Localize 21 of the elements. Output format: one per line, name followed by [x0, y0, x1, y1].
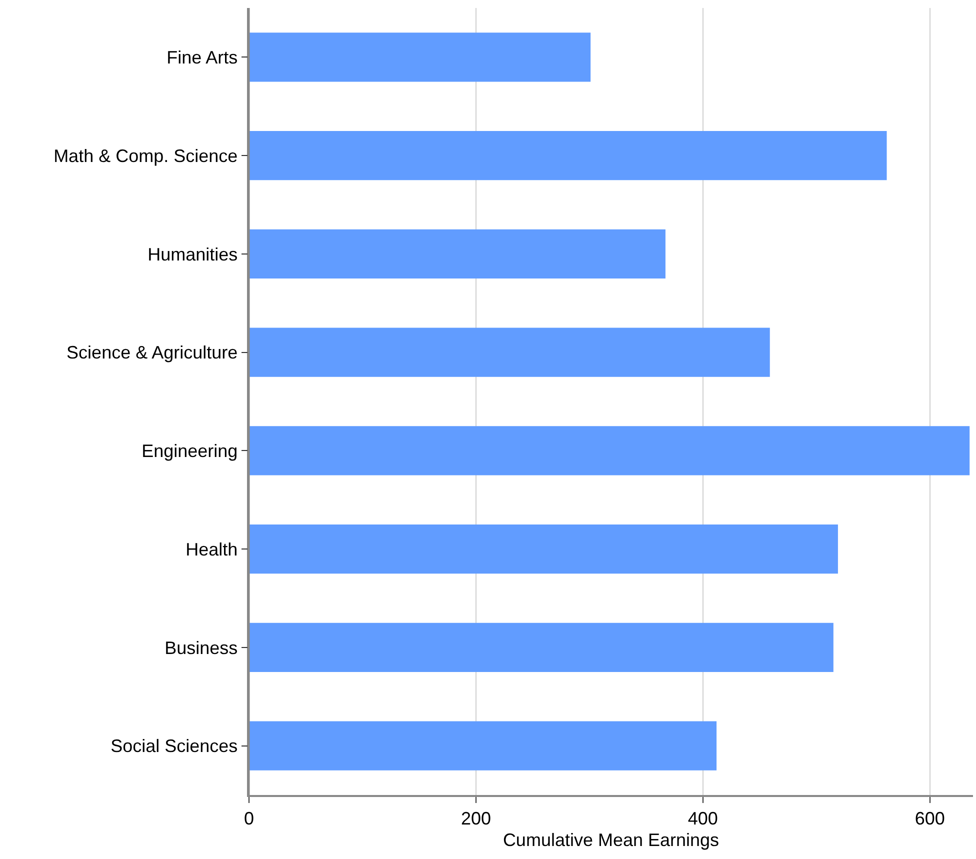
x-tick-label: 400	[688, 808, 718, 828]
y-tick-label: Health	[186, 539, 238, 560]
x-tick-label: 200	[460, 808, 491, 828]
bar	[249, 130, 887, 180]
y-tick-label: Business	[164, 638, 238, 658]
bar	[249, 622, 834, 672]
y-tick-label: Math & Comp. Science	[54, 146, 238, 166]
bar	[249, 229, 666, 279]
bar	[249, 328, 770, 377]
y-tick-label: Fine Arts	[166, 47, 238, 68]
bar	[249, 721, 717, 770]
y-tick-label: Science & Agriculture	[66, 342, 238, 363]
x-tick-label: 0	[244, 808, 254, 828]
y-tick-label: Engineering	[142, 440, 238, 461]
x-tick-label: 600	[914, 808, 945, 828]
bar	[249, 426, 970, 476]
y-tick-label: Humanities	[148, 244, 238, 264]
y-tick-label: Social Sciences	[110, 736, 238, 756]
bar	[249, 524, 838, 574]
bar	[249, 32, 591, 82]
x-axis-title: Cumulative Mean Earnings	[502, 830, 720, 850]
